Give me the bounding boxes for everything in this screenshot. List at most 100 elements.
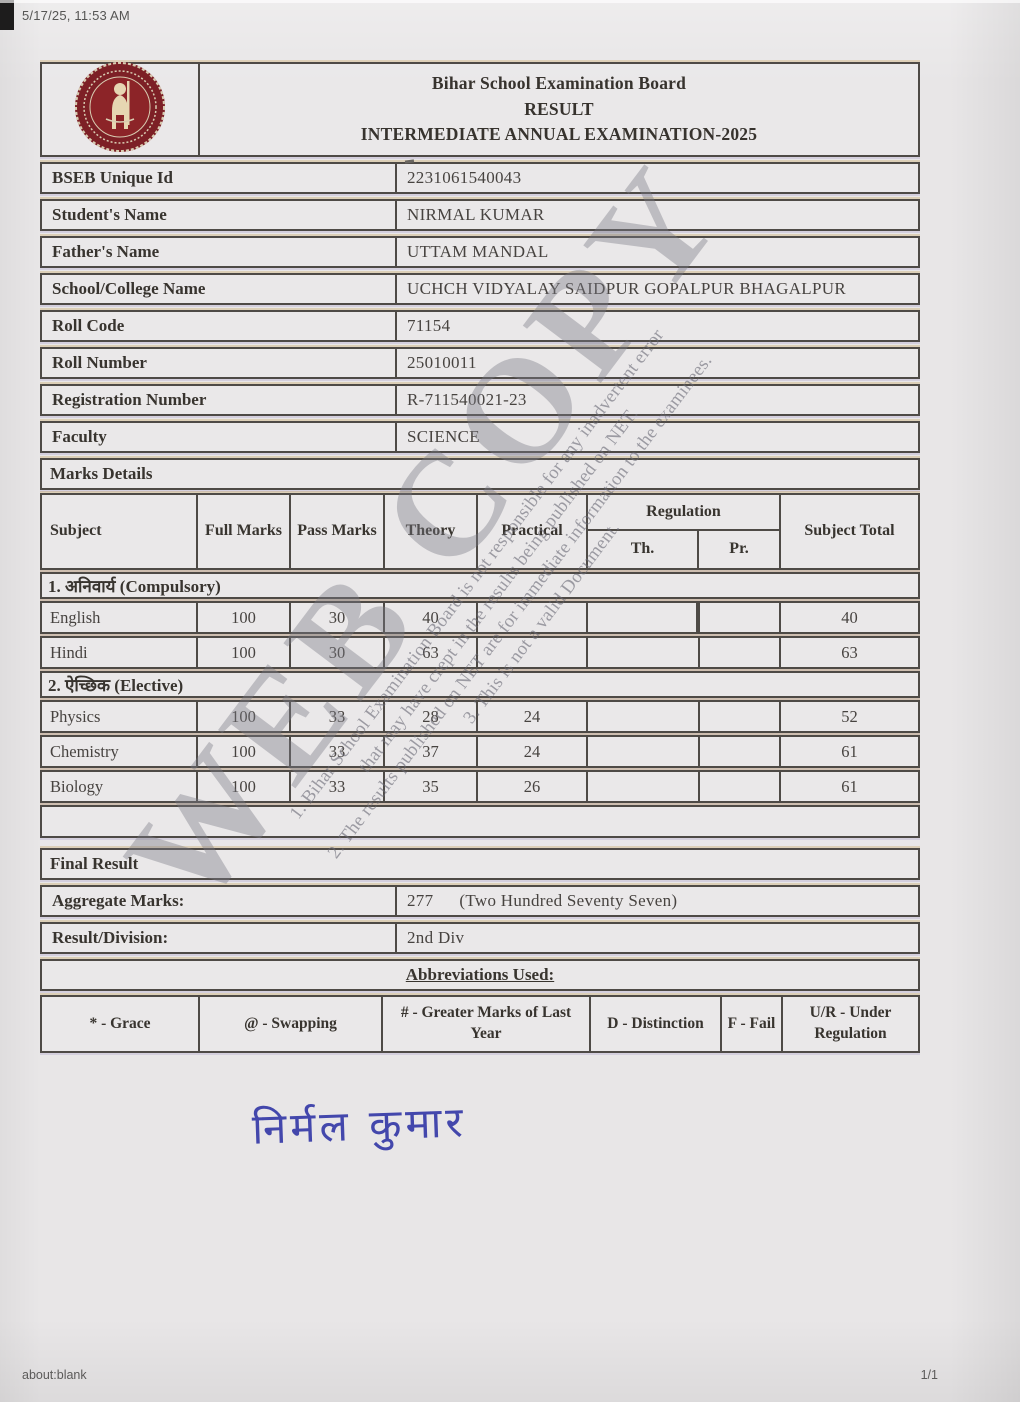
final-result-heading: Final Result: [40, 848, 920, 880]
detail-value: 71154: [395, 312, 918, 340]
detail-value: NIRMAL KUMAR: [395, 201, 918, 229]
abbr-fail: F - Fail: [720, 997, 781, 1051]
detail-value: 25010011: [395, 349, 918, 377]
detail-row-bseb-unique-id: BSEB Unique Id 2231061540043: [40, 162, 920, 194]
regulation-label: Regulation: [588, 495, 779, 531]
division-value: 2nd Div: [395, 924, 918, 952]
cell-subject: Hindi: [50, 642, 88, 662]
footer-page-number: 1/1: [920, 1368, 938, 1382]
detail-label: Roll Code: [52, 316, 125, 335]
detail-row-student-name: Student's Name NIRMAL KUMAR: [40, 199, 920, 231]
col-header-reg-pr: Pr.: [729, 540, 749, 558]
detail-label: Father's Name: [52, 242, 160, 261]
cell-reg-th: [586, 737, 698, 766]
cell-pass-marks: 30: [289, 603, 383, 632]
marks-row-physics: Physics 100 33 28 24 52: [40, 700, 920, 733]
cell-reg-pr: [698, 702, 779, 731]
aggregate-number: 277: [407, 891, 434, 910]
cell-pass-marks: 33: [289, 737, 383, 766]
cell-full-marks: 100: [196, 772, 289, 801]
cell-practical: [476, 603, 586, 632]
cell-reg-th: [586, 702, 698, 731]
scan-edge-artifact: [0, 0, 14, 30]
cell-reg-pr: [698, 603, 779, 632]
detail-row-registration-number: Registration Number R-711540021-23: [40, 384, 920, 416]
cell-full-marks: 100: [196, 702, 289, 731]
cell-subject-total: 40: [779, 603, 918, 632]
exam-name: INTERMEDIATE ANNUAL EXAMINATION-2025: [360, 124, 758, 145]
cell-subject-total: 61: [779, 737, 918, 766]
cell-subject: Chemistry: [50, 741, 119, 761]
cell-full-marks: 100: [196, 603, 289, 632]
result-division-row: Result/Division: 2nd Div: [40, 922, 920, 954]
cell-practical: 26: [476, 772, 586, 801]
marks-row-biology: Biology 100 33 35 26 61: [40, 770, 920, 803]
aggregate-value: 277 (Two Hundred Seventy Seven): [395, 887, 918, 915]
detail-value: R-711540021-23: [395, 386, 918, 414]
document-header: Bihar School Examination Board RESULT IN…: [40, 62, 920, 157]
detail-row-roll-number: Roll Number 25010011: [40, 347, 920, 379]
cell-reg-th: [586, 772, 698, 801]
abbr-greater-marks: # - Greater Marks of Last Year: [381, 997, 589, 1051]
col-header-reg-th: Th.: [588, 531, 699, 568]
abbreviations-heading-row: Abbreviations Used:: [40, 959, 920, 991]
marks-details-heading: Marks Details: [40, 458, 920, 490]
detail-label: Roll Number: [52, 353, 147, 372]
abbreviations-row: * - Grace @ - Swapping # - Greater Marks…: [40, 995, 920, 1053]
abbreviations-heading: Abbreviations Used:: [405, 965, 555, 984]
marks-row-english: English 100 30 40 40: [40, 601, 920, 634]
logo-cell: [42, 62, 200, 155]
cell-practical: [476, 638, 586, 667]
section-compulsory: 1. अनिवार्य (Compulsory): [40, 572, 920, 599]
cell-subject: Physics: [50, 706, 101, 726]
bseb-seal-icon: [72, 59, 168, 160]
cell-full-marks: 100: [196, 638, 289, 667]
cell-theory: 40: [383, 603, 476, 632]
scan-top-edge: [0, 0, 1020, 3]
board-name: Bihar School Examination Board: [431, 73, 687, 94]
division-label: Result/Division:: [52, 928, 169, 947]
cell-practical: 24: [476, 702, 586, 731]
header-title-block: Bihar School Examination Board RESULT IN…: [200, 64, 918, 155]
detail-label: School/College Name: [52, 279, 206, 298]
detail-value: UTTAM MANDAL: [395, 238, 918, 266]
cell-full-marks: 100: [196, 737, 289, 766]
detail-row-father-name: Father's Name UTTAM MANDAL: [40, 236, 920, 268]
marks-row-hindi: Hindi 100 30 63 63: [40, 636, 920, 669]
col-header-full-marks: Full Marks: [196, 495, 289, 568]
cell-theory: 28: [383, 702, 476, 731]
cell-subject: English: [50, 607, 101, 627]
cell-subject-total: 63: [779, 638, 918, 667]
regulation-sub-headers: Th. Pr.: [588, 531, 779, 568]
cell-pass-marks: 33: [289, 702, 383, 731]
detail-row-school-name: School/College Name UCHCH VIDYALAY SAIDP…: [40, 273, 920, 305]
section-elective: 2. ऐच्छिक (Elective): [40, 671, 920, 698]
print-timestamp: 5/17/25, 11:53 AM: [22, 8, 130, 23]
cell-theory: 37: [383, 737, 476, 766]
cell-reg-pr: [698, 737, 779, 766]
marks-table-header: Subject Full Marks Pass Marks Theory Pra…: [40, 493, 920, 570]
detail-value: 2231061540043: [395, 164, 918, 192]
detail-row-faculty: Faculty SCIENCE: [40, 421, 920, 453]
cell-subject: Biology: [50, 776, 104, 796]
cell-pass-marks: 30: [289, 638, 383, 667]
col-header-regulation: Regulation Th. Pr.: [586, 495, 779, 568]
detail-label: BSEB Unique Id: [52, 168, 173, 187]
result-label: RESULT: [524, 98, 594, 119]
detail-label: Student's Name: [52, 205, 167, 224]
col-header-practical: Practical: [476, 495, 586, 568]
cell-reg-pr: [698, 638, 779, 667]
abbr-swapping: @ - Swapping: [198, 997, 381, 1051]
handwritten-signature: निर्मल कुमार: [251, 1097, 468, 1154]
cell-subject-total: 61: [779, 772, 918, 801]
marks-row-chemistry: Chemistry 100 33 37 24 61: [40, 735, 920, 768]
detail-value: UCHCH VIDYALAY SAIDPUR GOPALPUR BHAGALPU…: [395, 275, 918, 303]
cell-reg-pr: [698, 772, 779, 801]
col-header-subject-total: Subject Total: [779, 495, 918, 568]
marks-empty-row: [40, 805, 920, 838]
cell-theory: 63: [383, 638, 476, 667]
detail-row-roll-code: Roll Code 71154: [40, 310, 920, 342]
cell-pass-marks: 33: [289, 772, 383, 801]
abbr-grace: * - Grace: [89, 1014, 151, 1032]
col-header-pass-marks: Pass Marks: [289, 495, 383, 568]
